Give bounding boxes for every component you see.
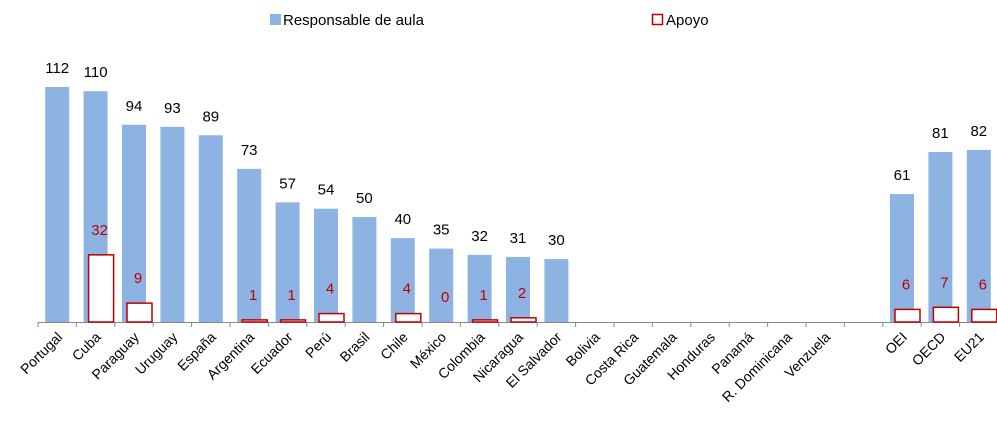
data-label: 32 (471, 228, 488, 245)
bar (160, 126, 185, 322)
data-label: 4 (403, 281, 411, 298)
data-label: 73 (241, 142, 258, 159)
data-label: 9 (134, 270, 142, 287)
data-label: 89 (202, 108, 219, 125)
x-tick-label: Uruguay (132, 329, 181, 378)
x-tick-label: OEI (882, 329, 910, 357)
bar (890, 194, 914, 322)
data-label: 40 (394, 211, 411, 228)
data-label: 6 (902, 276, 910, 293)
bar (510, 317, 537, 323)
data-label: 93 (164, 100, 181, 117)
x-tick-label: Portugal (17, 329, 65, 377)
bar (928, 152, 953, 322)
data-label: 57 (279, 175, 296, 192)
legend-label: Responsable de aula (283, 12, 425, 29)
bar (314, 208, 338, 322)
bar (395, 312, 422, 323)
bar (467, 254, 492, 322)
bar (932, 306, 960, 323)
bar (318, 312, 345, 323)
data-label: 0 (441, 289, 449, 306)
data-label: 1 (479, 287, 487, 304)
data-label: 4 (326, 281, 334, 298)
data-label: 112 (45, 60, 69, 77)
data-label: 61 (894, 167, 911, 184)
legend-label: Apoyo (666, 12, 709, 29)
x-tick-label: Ecuador (248, 329, 296, 377)
bar (275, 202, 300, 322)
bar (237, 168, 262, 322)
data-label: 1 (287, 287, 295, 304)
bar (122, 124, 146, 323)
x-tick-label: Perú (302, 329, 334, 361)
bar (198, 135, 223, 322)
data-label: 2 (518, 285, 526, 302)
x-tick-label: Chile (377, 329, 411, 363)
data-label: 31 (510, 230, 527, 247)
data-label: 35 (433, 222, 450, 239)
bar (544, 259, 569, 322)
data-label: 81 (932, 125, 949, 142)
bar (87, 254, 115, 323)
x-tick-label: OECD (909, 329, 949, 369)
data-label: 32 (91, 222, 108, 239)
bar (45, 87, 70, 322)
bar (126, 302, 153, 323)
x-tick-label: EU21 (951, 329, 987, 365)
bar (471, 319, 499, 323)
bar (971, 308, 997, 323)
data-label: 7 (940, 274, 948, 291)
x-tick-label: Cuba (69, 329, 104, 364)
data-label: 54 (318, 182, 335, 199)
data-label: 30 (548, 232, 565, 249)
bar (506, 256, 530, 322)
bar (390, 238, 415, 322)
bar (894, 308, 921, 323)
data-label: 50 (356, 190, 373, 207)
bar (241, 319, 268, 323)
legend-swatch (270, 14, 281, 25)
data-label: 94 (126, 98, 143, 115)
data-label: 82 (970, 123, 987, 140)
bar (429, 248, 454, 322)
legend-swatch (651, 13, 664, 26)
data-label: 110 (84, 64, 108, 81)
bar (352, 217, 377, 322)
x-tick-label: Brasil (336, 329, 372, 365)
bar (279, 319, 307, 323)
data-label: 1 (249, 287, 257, 304)
bar (966, 149, 991, 322)
data-label: 6 (979, 276, 987, 293)
